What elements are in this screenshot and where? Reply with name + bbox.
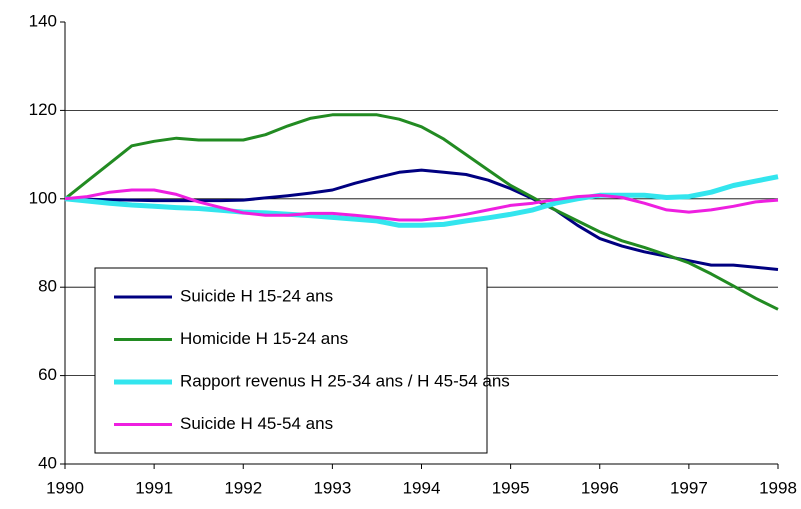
y-tick-label: 80 xyxy=(38,277,57,296)
x-tick-label: 1994 xyxy=(403,478,441,497)
y-tick-label: 60 xyxy=(38,365,57,384)
x-tick-label: 1997 xyxy=(670,478,708,497)
legend-label: Suicide H 45-54 ans xyxy=(180,414,333,433)
y-tick-label: 120 xyxy=(29,100,57,119)
x-tick-label: 1993 xyxy=(313,478,351,497)
x-tick-label: 1990 xyxy=(46,478,84,497)
y-tick-label: 40 xyxy=(38,453,57,472)
y-tick-label: 140 xyxy=(29,11,57,30)
series-line xyxy=(64,168,779,271)
legend-label: Rapport revenus H 25-34 ans / H 45-54 an… xyxy=(180,371,510,390)
series-line xyxy=(64,188,779,222)
legend-label: Homicide H 15-24 ans xyxy=(180,329,348,348)
series-line xyxy=(64,174,779,228)
legend-label: Suicide H 15-24 ans xyxy=(180,286,333,305)
legend-box xyxy=(94,267,488,454)
x-tick-label: 1996 xyxy=(581,478,619,497)
y-tick-label: 100 xyxy=(29,188,57,207)
x-tick-label: 1995 xyxy=(492,478,530,497)
x-tick-label: 1991 xyxy=(135,478,173,497)
series-line xyxy=(64,113,779,311)
x-tick-label: 1998 xyxy=(759,478,797,497)
x-tick-label: 1992 xyxy=(224,478,262,497)
